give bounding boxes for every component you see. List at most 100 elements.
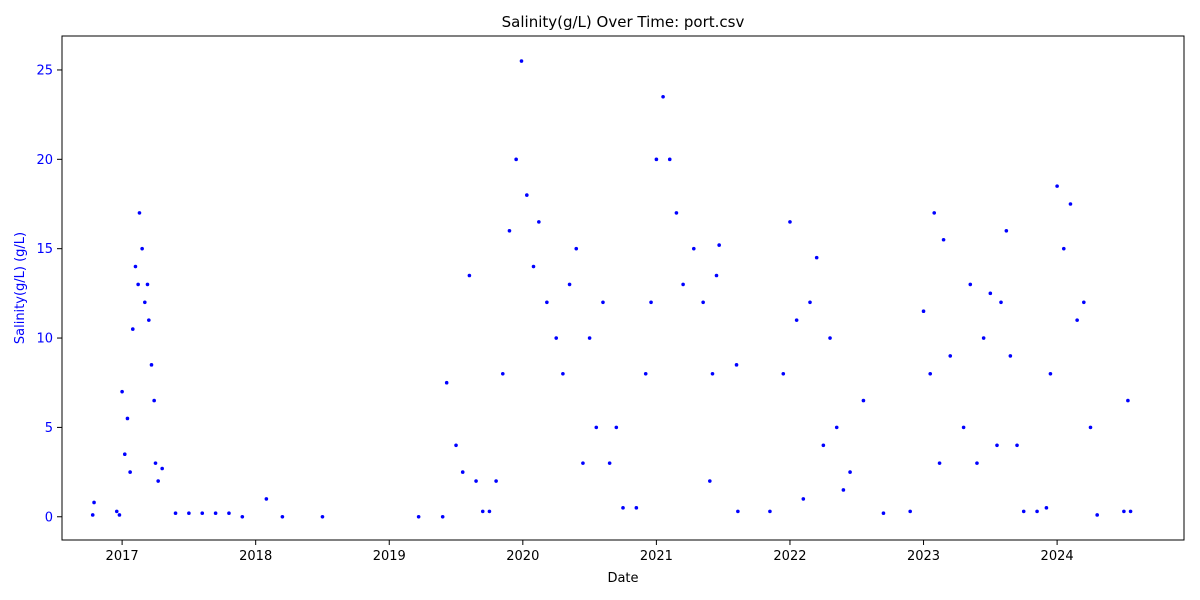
data-point bbox=[801, 497, 806, 501]
data-point bbox=[320, 514, 325, 519]
data-point bbox=[634, 506, 639, 510]
data-point bbox=[1128, 509, 1133, 514]
data-point bbox=[554, 336, 559, 340]
data-point bbox=[567, 282, 572, 287]
data-point bbox=[494, 479, 498, 483]
data-point bbox=[125, 416, 130, 421]
data-point bbox=[1048, 371, 1053, 376]
data-point bbox=[1021, 509, 1026, 514]
data-point bbox=[561, 371, 565, 376]
data-point bbox=[507, 229, 512, 233]
data-point bbox=[1055, 184, 1059, 188]
data-point bbox=[213, 511, 218, 515]
data-point bbox=[834, 425, 839, 430]
y-axis-ticks: 0 5 10 15 20 25 bbox=[36, 63, 62, 525]
data-point bbox=[117, 513, 122, 517]
data-point bbox=[227, 511, 231, 515]
data-point bbox=[781, 371, 786, 376]
data-point bbox=[187, 511, 191, 515]
x-tick-label: 2021 bbox=[640, 549, 673, 564]
data-point bbox=[200, 511, 205, 515]
data-point bbox=[594, 425, 599, 430]
x-tick-label: 2020 bbox=[506, 549, 539, 564]
data-point bbox=[545, 300, 549, 305]
x-axis-ticks: 2017 2018 2019 2020 2021 2022 2023 2024 bbox=[106, 540, 1074, 564]
data-point bbox=[821, 443, 826, 448]
x-tick-label: 2024 bbox=[1041, 549, 1074, 564]
data-point bbox=[988, 291, 993, 296]
plot-frame bbox=[61, 35, 1185, 541]
data-point bbox=[881, 511, 886, 515]
data-point bbox=[691, 246, 696, 251]
data-point bbox=[140, 246, 144, 251]
y-tick-label: 25 bbox=[36, 63, 53, 78]
data-point bbox=[649, 300, 653, 305]
data-point bbox=[587, 336, 592, 340]
data-point bbox=[714, 273, 719, 278]
data-point bbox=[681, 282, 685, 287]
data-point bbox=[794, 318, 799, 322]
data-point bbox=[525, 193, 529, 197]
data-point bbox=[149, 363, 154, 367]
plot-area bbox=[62, 36, 1184, 540]
data-point bbox=[574, 246, 579, 251]
data-point bbox=[416, 514, 421, 519]
data-point bbox=[444, 380, 449, 385]
y-tick-label: 10 bbox=[36, 332, 53, 347]
data-point bbox=[848, 470, 852, 474]
x-tick-label: 2018 bbox=[239, 549, 272, 564]
data-point bbox=[531, 264, 536, 269]
data-point bbox=[701, 300, 705, 305]
data-point bbox=[999, 300, 1003, 305]
data-point bbox=[643, 371, 648, 376]
data-point bbox=[861, 398, 866, 403]
data-point bbox=[654, 157, 659, 162]
data-point bbox=[145, 282, 150, 287]
data-series bbox=[90, 59, 1133, 519]
data-point bbox=[581, 461, 585, 465]
data-point bbox=[995, 443, 999, 448]
x-tick-label: 2022 bbox=[773, 549, 806, 564]
data-point bbox=[467, 273, 472, 278]
data-point bbox=[961, 425, 966, 430]
data-point bbox=[480, 509, 485, 514]
data-point bbox=[1095, 513, 1099, 517]
data-point bbox=[814, 255, 819, 260]
y-axis-label: Salinity(g/L) (g/L) bbox=[13, 232, 28, 344]
data-point bbox=[932, 211, 937, 215]
data-point bbox=[808, 300, 812, 305]
data-point bbox=[487, 509, 492, 514]
data-point bbox=[667, 157, 672, 162]
data-point bbox=[841, 488, 846, 492]
data-point bbox=[454, 443, 458, 448]
data-point bbox=[440, 514, 445, 519]
data-point bbox=[128, 470, 132, 474]
data-point bbox=[1075, 318, 1079, 322]
data-point bbox=[130, 327, 135, 331]
data-point bbox=[137, 211, 142, 215]
data-point bbox=[173, 511, 178, 515]
data-point bbox=[601, 300, 605, 305]
data-point bbox=[937, 461, 942, 465]
data-point bbox=[621, 506, 625, 510]
data-point bbox=[133, 264, 138, 269]
data-point bbox=[537, 220, 541, 224]
data-point bbox=[975, 461, 979, 465]
data-point bbox=[1126, 398, 1130, 403]
data-point bbox=[1082, 300, 1086, 305]
chart-title: Salinity(g/L) Over Time: port.csv bbox=[502, 13, 745, 31]
x-tick-label: 2023 bbox=[907, 549, 940, 564]
data-point bbox=[156, 479, 160, 483]
data-point bbox=[460, 470, 465, 474]
data-point bbox=[114, 509, 119, 514]
data-point bbox=[968, 282, 973, 287]
x-axis-label: Date bbox=[607, 571, 638, 586]
data-point bbox=[1068, 202, 1073, 206]
data-point bbox=[921, 309, 926, 314]
data-point bbox=[147, 318, 151, 322]
x-tick-label: 2017 bbox=[106, 549, 139, 564]
data-point bbox=[136, 282, 140, 287]
data-point bbox=[941, 237, 946, 242]
data-point bbox=[1088, 425, 1093, 430]
data-point bbox=[160, 466, 164, 471]
